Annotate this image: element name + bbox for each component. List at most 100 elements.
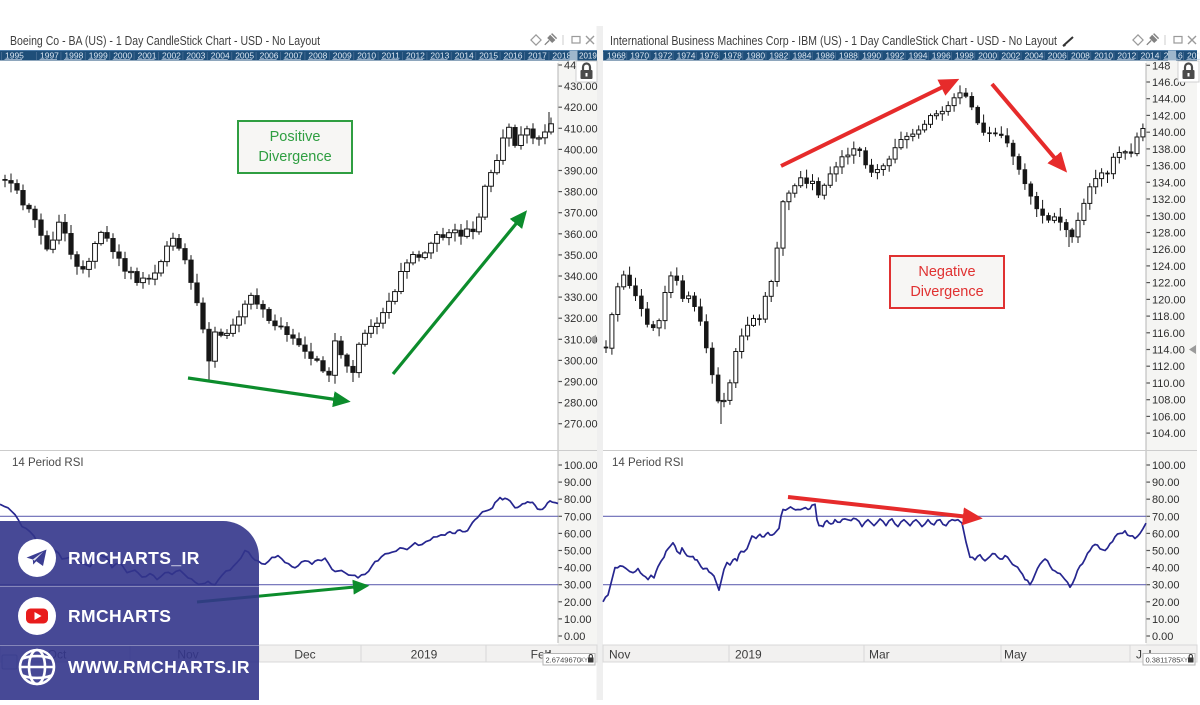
svg-text:60.00: 60.00 bbox=[564, 528, 592, 540]
svg-text:1992: 1992 bbox=[885, 51, 904, 61]
svg-text:1980: 1980 bbox=[746, 51, 765, 61]
svg-text:1970: 1970 bbox=[630, 51, 649, 61]
svg-text:300.00: 300.00 bbox=[564, 355, 598, 367]
svg-text:270.00: 270.00 bbox=[564, 419, 598, 431]
svg-text:410.00: 410.00 bbox=[564, 123, 598, 135]
svg-text:XY: XY bbox=[1180, 658, 1188, 664]
svg-text:280.00: 280.00 bbox=[564, 398, 598, 410]
svg-text:2019: 2019 bbox=[735, 648, 762, 662]
svg-text:2000: 2000 bbox=[113, 51, 132, 61]
svg-text:0.3811785: 0.3811785 bbox=[1146, 656, 1181, 665]
svg-text:2003: 2003 bbox=[186, 51, 205, 61]
svg-text:310.00: 310.00 bbox=[564, 334, 598, 346]
svg-text:124.00: 124.00 bbox=[1152, 261, 1186, 273]
svg-text:May: May bbox=[1004, 648, 1027, 662]
svg-text:2.6749670: 2.6749670 bbox=[546, 656, 581, 665]
svg-text:2005: 2005 bbox=[235, 51, 254, 61]
svg-text:360.00: 360.00 bbox=[564, 229, 598, 241]
svg-text:2006: 2006 bbox=[260, 51, 279, 61]
svg-text:2000: 2000 bbox=[978, 51, 997, 61]
svg-text:90.00: 90.00 bbox=[564, 477, 592, 489]
svg-text:130.00: 130.00 bbox=[1152, 211, 1186, 223]
svg-text:2012: 2012 bbox=[406, 51, 425, 61]
svg-text:80.00: 80.00 bbox=[564, 494, 592, 506]
svg-text:2017: 2017 bbox=[528, 51, 547, 61]
svg-text:2018: 2018 bbox=[1187, 51, 1200, 61]
svg-text:1996: 1996 bbox=[932, 51, 951, 61]
svg-text:2002: 2002 bbox=[1001, 51, 1020, 61]
svg-text:146.00: 146.00 bbox=[1152, 77, 1186, 89]
svg-text:112.00: 112.00 bbox=[1152, 361, 1185, 373]
svg-text:International Business Machine: International Business Machines Corp - I… bbox=[610, 33, 1057, 48]
svg-text:50.00: 50.00 bbox=[1152, 546, 1180, 558]
svg-text:400.00: 400.00 bbox=[564, 144, 598, 156]
svg-text:2011: 2011 bbox=[382, 51, 401, 61]
svg-text:Dec: Dec bbox=[294, 648, 315, 662]
svg-text:1994: 1994 bbox=[909, 51, 928, 61]
svg-text:108.00: 108.00 bbox=[1152, 395, 1186, 407]
svg-text:340.00: 340.00 bbox=[564, 271, 598, 283]
svg-text:2008: 2008 bbox=[308, 51, 327, 61]
svg-text:128.00: 128.00 bbox=[1152, 228, 1186, 240]
svg-text:120.00: 120.00 bbox=[1152, 294, 1186, 306]
svg-text:J: J bbox=[1136, 648, 1142, 662]
svg-text:1995: 1995 bbox=[5, 51, 24, 61]
svg-text:2015: 2015 bbox=[479, 51, 498, 61]
svg-text:70.00: 70.00 bbox=[1152, 511, 1180, 523]
svg-text:0.00: 0.00 bbox=[1152, 631, 1173, 643]
svg-text:430.00: 430.00 bbox=[564, 81, 598, 93]
svg-text:80.00: 80.00 bbox=[1152, 494, 1180, 506]
svg-text:2008: 2008 bbox=[1071, 51, 1090, 61]
svg-text:122.00: 122.00 bbox=[1152, 278, 1186, 290]
svg-text:370.00: 370.00 bbox=[564, 208, 598, 220]
svg-text:136.00: 136.00 bbox=[1152, 161, 1186, 173]
svg-text:330.00: 330.00 bbox=[564, 292, 598, 304]
svg-text:60.00: 60.00 bbox=[1152, 528, 1180, 540]
svg-text:2004: 2004 bbox=[1025, 51, 1044, 61]
svg-text:350.00: 350.00 bbox=[564, 250, 598, 262]
svg-text:2012: 2012 bbox=[1117, 51, 1136, 61]
svg-text:2010: 2010 bbox=[357, 51, 376, 61]
svg-text:2018: 2018 bbox=[552, 51, 571, 61]
svg-text:2009: 2009 bbox=[333, 51, 352, 61]
svg-text:1972: 1972 bbox=[653, 51, 672, 61]
svg-text:20.00: 20.00 bbox=[1152, 597, 1180, 609]
svg-text:1990: 1990 bbox=[862, 51, 881, 61]
svg-text:118.00: 118.00 bbox=[1152, 311, 1185, 323]
svg-text:114.00: 114.00 bbox=[1152, 345, 1185, 357]
svg-text:1982: 1982 bbox=[769, 51, 788, 61]
svg-text:134.00: 134.00 bbox=[1152, 177, 1186, 189]
svg-text:106.00: 106.00 bbox=[1152, 411, 1186, 423]
svg-text:100.00: 100.00 bbox=[1152, 460, 1186, 472]
svg-text:1999: 1999 bbox=[89, 51, 108, 61]
svg-text:Nov: Nov bbox=[609, 648, 630, 662]
svg-text:50.00: 50.00 bbox=[564, 546, 592, 558]
svg-text:390.00: 390.00 bbox=[564, 166, 598, 178]
svg-text:30.00: 30.00 bbox=[564, 580, 592, 592]
svg-text:0.00: 0.00 bbox=[564, 631, 585, 643]
svg-text:1974: 1974 bbox=[677, 51, 696, 61]
svg-text:90.00: 90.00 bbox=[1152, 477, 1180, 489]
svg-text:1976: 1976 bbox=[700, 51, 719, 61]
svg-text:144.00: 144.00 bbox=[1152, 94, 1186, 106]
svg-text:1997: 1997 bbox=[40, 51, 59, 61]
svg-text:380.00: 380.00 bbox=[564, 187, 598, 199]
svg-text:148: 148 bbox=[1152, 60, 1170, 72]
svg-text:2019: 2019 bbox=[579, 52, 597, 61]
svg-text:10.00: 10.00 bbox=[564, 614, 592, 626]
svg-text:126.00: 126.00 bbox=[1152, 244, 1186, 256]
svg-text:XY: XY bbox=[580, 658, 588, 664]
svg-text:Boeing Co - BA (US) - 1 Day Ca: Boeing Co - BA (US) - 1 Day CandleStick … bbox=[10, 33, 320, 48]
svg-text:110.00: 110.00 bbox=[1152, 378, 1185, 390]
svg-text:30.00: 30.00 bbox=[1152, 580, 1180, 592]
svg-text:142.00: 142.00 bbox=[1152, 110, 1186, 122]
svg-text:1998: 1998 bbox=[955, 51, 974, 61]
svg-text:1978: 1978 bbox=[723, 51, 742, 61]
svg-text:1986: 1986 bbox=[816, 51, 835, 61]
svg-text:290.00: 290.00 bbox=[564, 377, 598, 389]
svg-text:132.00: 132.00 bbox=[1152, 194, 1186, 206]
svg-text:2004: 2004 bbox=[211, 51, 230, 61]
svg-text:2014: 2014 bbox=[455, 51, 474, 61]
svg-text:2010: 2010 bbox=[1094, 51, 1113, 61]
svg-text:320.00: 320.00 bbox=[564, 313, 598, 325]
